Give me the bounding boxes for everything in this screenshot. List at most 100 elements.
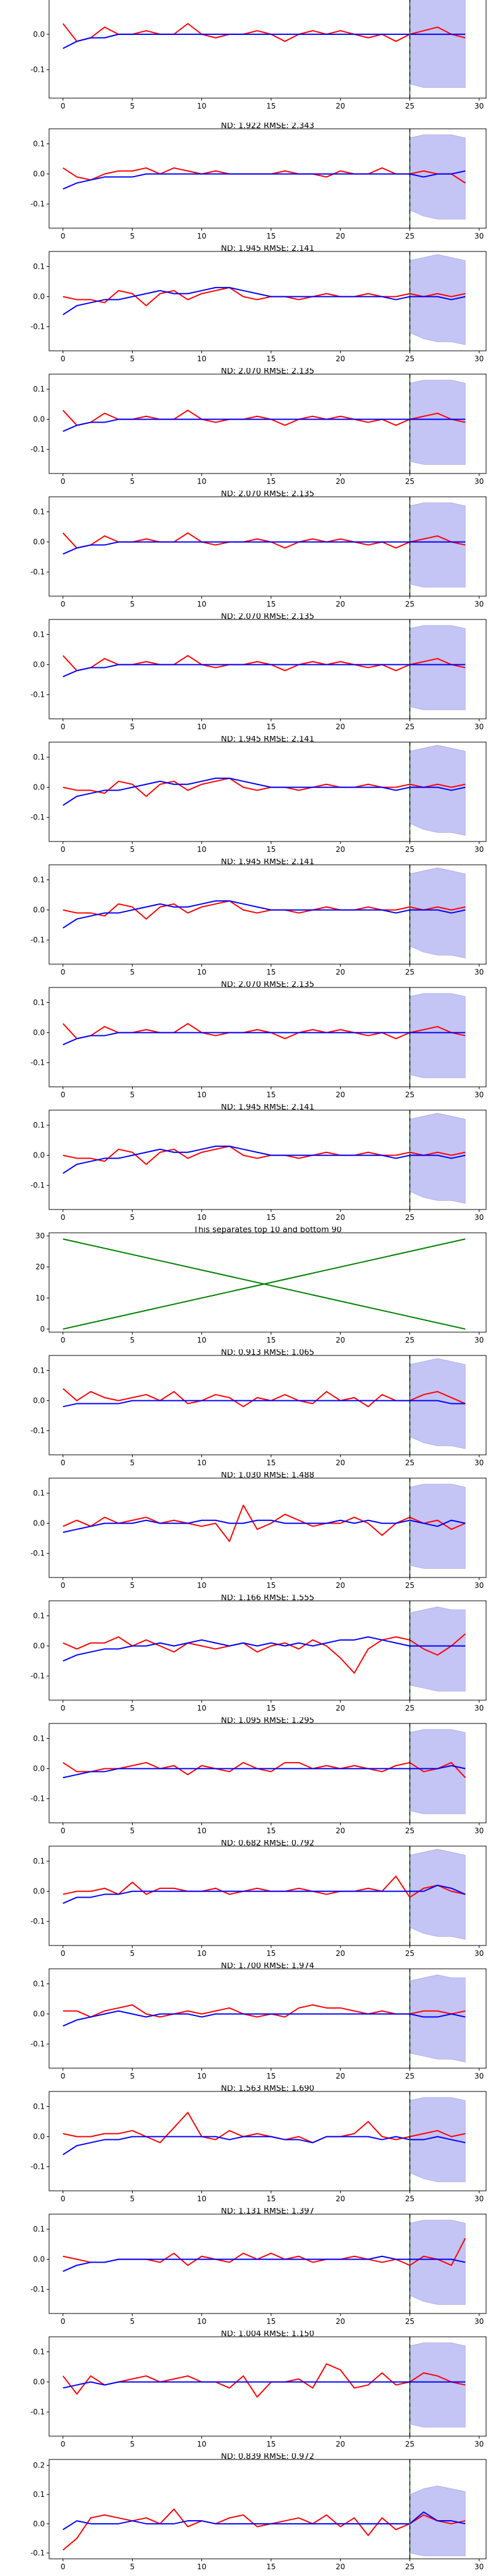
x-tick-label: 20 [336, 600, 345, 608]
x-tick-label: 30 [474, 1336, 484, 1344]
red-series-line [63, 167, 466, 184]
x-tick-label: 10 [197, 1213, 206, 1222]
x-tick-label: 20 [336, 2440, 345, 2448]
y-tick-label: 0.0 [33, 1887, 45, 1896]
blue-series-line [63, 1884, 466, 1904]
x-tick-label: 20 [336, 1336, 345, 1344]
x-tick-label: 0 [61, 2072, 66, 2080]
y-tick-label: 0.0 [33, 2255, 45, 2264]
prediction-interval-band [409, 1729, 466, 1814]
y-tick-label: 0.0 [33, 1397, 45, 1405]
chart-title: ND: 1.131 RMSE: 1.397 [221, 2208, 314, 2216]
x-tick-label: 25 [405, 1949, 414, 1958]
chart-svg: ND: 1.945 RMSE: 2.141 0 5 10 15 20 25 30 -0.1 0.0… [31, 736, 487, 854]
y-tick-label: 0.1 [33, 1735, 45, 1743]
y-tick-label: 30 [36, 1232, 45, 1240]
chart-svg: ND: 2.070 RMSE: 2.135 0 5 10 15 20 25 30 -0.1 0.0 [31, 0, 487, 110]
x-tick-label: 5 [130, 1213, 135, 1222]
x-tick-label: 0 [61, 2440, 66, 2448]
x-tick-label: 30 [474, 477, 484, 486]
x-tick-label: 20 [336, 2317, 345, 2326]
blue-series-line [63, 664, 466, 678]
prediction-interval-band [409, 254, 466, 345]
y-tick-label: 0.1 [33, 2348, 45, 2356]
x-tick-label: 15 [266, 1827, 276, 1835]
x-tick-label: 25 [405, 1091, 414, 1099]
red-series-line [62, 1388, 466, 1408]
y-tick-label: 0.1 [33, 631, 45, 639]
x-tick-label: 10 [197, 1704, 206, 1712]
x-tick-label: 5 [130, 1459, 135, 1467]
chart-svg: ND: 0.913 RMSE: 1.065 0 5 10 15 20 25 30 -0.1 0.0… [31, 1349, 487, 1467]
blue-series-line [63, 1765, 466, 1779]
axes-frame [48, 0, 487, 99]
x-tick-label: 25 [405, 232, 414, 240]
y-tick-label: -0.1 [31, 2285, 45, 2294]
x-tick-label: 10 [197, 1091, 206, 1099]
y-tick-label: -0.1 [31, 568, 45, 577]
red-series-line [62, 2509, 466, 2551]
x-tick-label: 20 [336, 1581, 345, 1590]
x-tick-label: 20 [336, 102, 345, 110]
x-tick-label: 0 [61, 2317, 66, 2326]
axes-frame [48, 2459, 487, 2559]
blue-series-line [63, 170, 466, 190]
axes-frame [48, 2091, 487, 2191]
red-series-line [63, 1633, 466, 1674]
red-series-line [62, 654, 466, 672]
chart-panel: ND: 2.070 RMSE: 2.135 0 5 10 15 20 25 30 -0.1 0.0… [0, 368, 491, 491]
x-tick-label: 10 [197, 723, 206, 731]
y-tick-label: 0.1 [33, 999, 45, 1007]
x-tick-label: 20 [336, 845, 345, 854]
y-tick-label: 0.1 [33, 263, 45, 271]
x-tick-label: 20 [336, 232, 345, 240]
x-tick-label: 25 [405, 477, 414, 486]
prediction-interval-band [409, 380, 466, 465]
chart-panel: ND: 0.839 RMSE: 0.972 0 5 10 15 20 25 30 -0.1 0.0… [0, 2453, 491, 2576]
x-tick-label: 10 [197, 1949, 206, 1958]
x-tick-label: 30 [474, 845, 484, 854]
prediction-interval-band [409, 1358, 466, 1449]
prediction-interval-band [409, 625, 466, 710]
chart-svg: ND: 0.682 RMSE: 0.792 0 5 10 15 20 25 30 -0.1 0.0… [31, 1840, 487, 1958]
x-tick-label: 15 [266, 102, 276, 110]
y-tick-label: 0.0 [33, 1151, 45, 1160]
x-tick-label: 5 [130, 102, 135, 110]
y-tick-label: 0.0 [33, 906, 45, 914]
x-tick-label: 30 [474, 1827, 484, 1835]
axes-frame [48, 1600, 487, 1701]
chart-title: ND: 1.945 RMSE: 2.141 [221, 1104, 314, 1112]
x-tick-label: 25 [405, 2563, 414, 2571]
x-tick-label: 20 [336, 477, 345, 486]
prediction-interval-band [409, 2342, 466, 2428]
x-tick-label: 30 [474, 232, 484, 240]
x-tick-label: 0 [61, 1827, 66, 1835]
x-tick-label: 0 [61, 1091, 66, 1099]
x-tick-label: 20 [336, 1949, 345, 1958]
chart-title: ND: 1.700 RMSE: 1.974 [221, 1963, 314, 1971]
y-tick-label: 0.0 [33, 30, 45, 39]
y-tick-label: 0.1 [33, 753, 45, 762]
x-tick-label: 30 [474, 2072, 484, 2080]
axes-frame [48, 1723, 487, 1823]
blue-series-line [63, 2255, 466, 2272]
x-tick-label: 0 [61, 600, 66, 608]
red-series-line [63, 1145, 466, 1165]
x-tick-label: 5 [130, 1091, 135, 1099]
y-tick-label: -0.1 [31, 445, 45, 454]
x-tick-label: 5 [130, 2072, 135, 2080]
x-tick-label: 15 [266, 2195, 276, 2203]
y-tick-label: 20 [36, 1263, 45, 1271]
x-tick-label: 30 [474, 1091, 484, 1099]
prediction-interval-band [409, 745, 466, 836]
y-tick-label: 0.0 [33, 2378, 45, 2386]
chart-svg: ND: 1.945 RMSE: 2.141 0 5 10 15 20 25 30 -0.1 0.0… [31, 245, 487, 363]
y-tick-label: -0.1 [31, 1427, 45, 1435]
x-tick-label: 5 [130, 2195, 135, 2203]
blue-series-line [63, 777, 466, 806]
x-tick-label: 15 [266, 1091, 276, 1099]
chart-svg: ND: 1.166 RMSE: 1.555 0 5 10 15 20 25 30 -0.1 0.0… [31, 1595, 487, 1712]
y-tick-label: -0.1 [31, 2040, 45, 2049]
x-tick-label: 10 [197, 477, 206, 486]
y-tick-label: -0.1 [31, 2548, 45, 2557]
